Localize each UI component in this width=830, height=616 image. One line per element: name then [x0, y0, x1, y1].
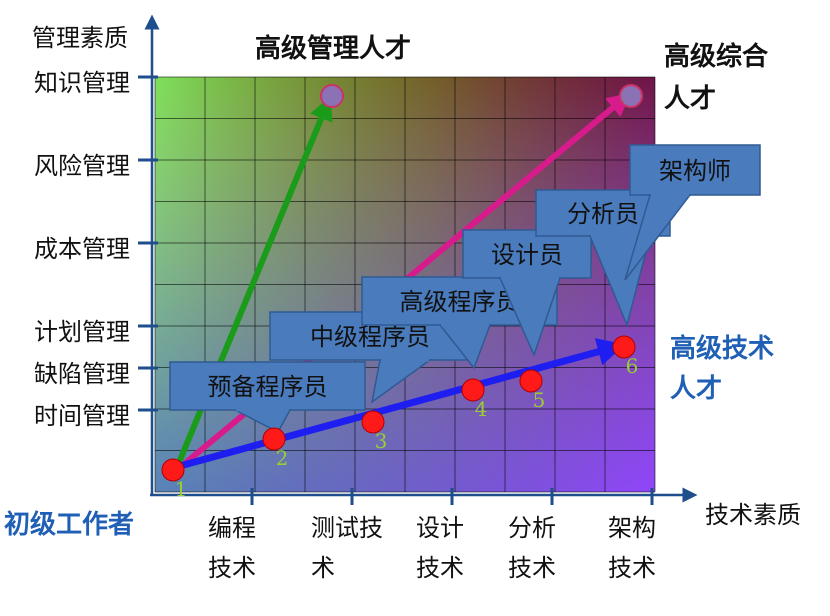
role-callout: 预备程序员: [169, 361, 366, 434]
milestone-number: 2: [276, 446, 289, 470]
y-tick-label: 计划管理: [34, 318, 130, 346]
milestone-number: 1: [175, 477, 188, 501]
milestone-circle: [262, 427, 286, 451]
x-tick-label: 分析 技术: [508, 514, 556, 582]
y-axis-title: 管理素质: [32, 24, 128, 52]
y-tick-label: 知识管理: [34, 69, 130, 97]
comprehensive-talent-label-line1: 高级综合: [664, 42, 769, 72]
technical-talent-label-line2: 人才: [670, 374, 723, 404]
milestone-circle: [361, 410, 385, 434]
callout-box: [629, 144, 761, 196]
milestone-dot: 3: [361, 410, 388, 453]
role-callout: 架构师: [624, 144, 761, 281]
callout-label: 架构师: [659, 157, 731, 185]
y-tick-label: 成本管理: [34, 235, 130, 263]
technical-arrow: [179, 338, 626, 470]
milestone-dots: 1 2 3 4 5 6: [161, 335, 639, 501]
origin-label: 初级工作者: [4, 510, 135, 540]
milestone-number: 5: [533, 388, 546, 412]
milestone-number: 3: [375, 429, 388, 453]
y-tick-label: 风险管理: [34, 152, 130, 180]
milestone-number: 6: [626, 354, 639, 378]
callout-label: 高级程序员: [400, 288, 520, 316]
comprehensive-target-dot: [619, 84, 643, 108]
x-tick-label: 编程 技术: [208, 514, 256, 582]
milestone-number: 4: [475, 397, 488, 421]
callout-label: 分析员: [567, 200, 639, 228]
comprehensive-talent-label-line2: 人才: [664, 84, 717, 114]
management-target-dot: [320, 84, 344, 108]
x-tick-label: 测试技 术: [311, 514, 383, 582]
milestone-circle: [461, 378, 485, 402]
milestone-dot: 2: [262, 427, 289, 470]
milestone-circle: [519, 369, 543, 393]
role-callout: 设计员: [462, 229, 592, 358]
milestone-dot: 4: [461, 378, 488, 421]
callout-box: [462, 229, 592, 279]
y-tick-label: 缺陷管理: [34, 360, 130, 388]
milestone-dot: 5: [519, 369, 546, 412]
technical-talent-label-line1: 高级技术: [670, 334, 775, 364]
callout-label: 设计员: [491, 241, 563, 269]
x-tick-label: 架构 技术: [608, 514, 656, 582]
milestone-dot: 1: [161, 458, 188, 501]
y-tick-label: 时间管理: [34, 402, 130, 430]
callout-label: 中级程序员: [310, 323, 430, 351]
callout-label: 预备程序员: [208, 373, 328, 401]
x-axis-title: 技术素质: [705, 501, 801, 529]
milestone-circle: [161, 458, 185, 482]
callout-box: [169, 361, 366, 411]
milestone-dot: 6: [612, 335, 639, 378]
axes: [138, 14, 698, 505]
milestone-circle: [612, 335, 636, 359]
management-talent-label: 高级管理人才: [255, 34, 412, 64]
x-tick-label: 设计 技术: [416, 514, 464, 582]
